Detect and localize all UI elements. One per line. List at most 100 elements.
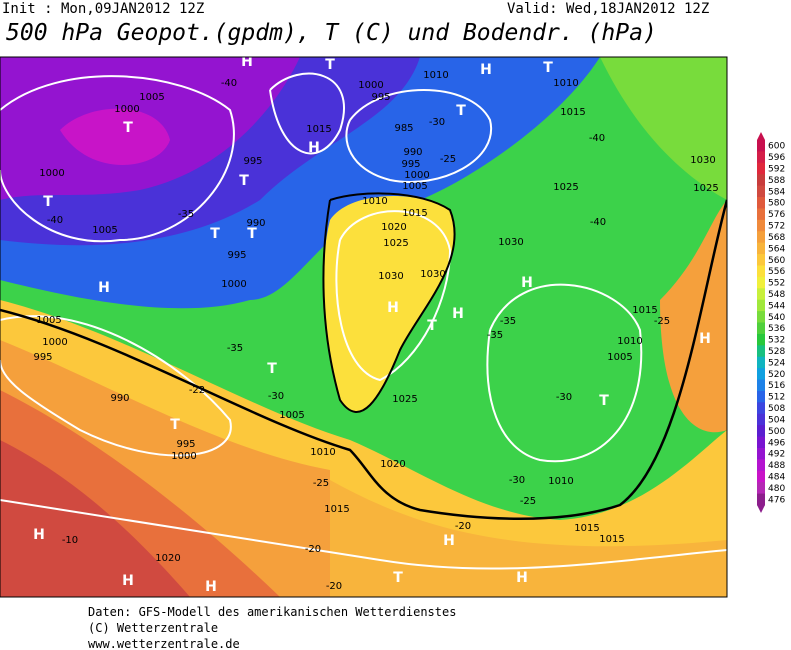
pressure-center: T	[456, 103, 466, 119]
colorbar-swatch	[757, 425, 765, 438]
colorbar-swatch	[757, 493, 765, 506]
pressure-center: T	[43, 194, 53, 210]
contour-label: 1010	[423, 70, 448, 81]
contour-label: -25	[654, 316, 670, 327]
pressure-center: H	[122, 573, 134, 589]
colorbar-swatch	[757, 197, 765, 209]
colorbar-tick-label: 492	[768, 450, 785, 460]
pressure-center: T	[599, 393, 609, 409]
contour-label: 995	[33, 352, 52, 363]
colorbar-swatch	[757, 151, 765, 164]
contour-label: 1015	[632, 305, 657, 316]
contour-label: 995	[227, 250, 246, 261]
contour-label: 1015	[574, 523, 599, 534]
colorbar-swatch	[757, 276, 765, 289]
contour-label: -40	[47, 215, 63, 226]
contour-label: 1010	[548, 476, 573, 487]
pressure-center: H	[205, 579, 217, 595]
contour-label: 1005	[139, 92, 164, 103]
colorbar-tick-label: 576	[768, 210, 785, 220]
contour-label: 1025	[392, 394, 417, 405]
pressure-center: T	[247, 226, 257, 242]
pressure-center: T	[543, 60, 553, 76]
colorbar-swatch	[757, 368, 765, 381]
colorbar-tick-label: 552	[768, 279, 785, 289]
colorbar-swatch	[757, 436, 765, 449]
contour-label: -30	[509, 475, 525, 486]
colorbar-tick-label: 504	[768, 415, 785, 425]
pressure-center: T	[325, 57, 335, 73]
pressure-center: H	[443, 533, 455, 549]
colorbar-swatch	[757, 299, 765, 312]
colorbar-tick-label: 480	[768, 484, 785, 494]
footer-line: (C) Wetterzentrale	[88, 621, 218, 635]
contour-label: 1000	[221, 279, 246, 290]
contour-label: -30	[556, 392, 572, 403]
contour-label: 1015	[324, 504, 349, 515]
colorbar-swatch	[757, 379, 765, 392]
pressure-center: T	[239, 173, 249, 189]
colorbar-tick-label: 488	[768, 461, 785, 471]
colorbar-swatch	[757, 482, 765, 495]
contour-label: -20	[305, 544, 321, 555]
pressure-center: H	[452, 306, 464, 322]
contour-label: 1025	[553, 182, 578, 193]
contour-label: -22	[189, 385, 205, 396]
contour-label: 1020	[155, 553, 180, 564]
colorbar-swatch	[757, 242, 765, 255]
contour-label: 1000	[404, 170, 429, 181]
colorbar-tick-label: 532	[768, 336, 785, 346]
colorbar-swatch	[757, 311, 765, 323]
pressure-center: T	[123, 120, 133, 136]
colorbar-swatch	[757, 162, 765, 175]
colorbar-tick-label: 564	[768, 244, 785, 254]
colorbar-tick-label: 508	[768, 404, 785, 414]
contour-label: 1005	[607, 352, 632, 363]
colorbar-tick-label: 500	[768, 427, 785, 437]
contour-label: 1020	[380, 459, 405, 470]
colorbar-tick-label: 520	[768, 370, 785, 380]
pressure-center: T	[267, 361, 277, 377]
colorbar-tick-label: 580	[768, 199, 785, 209]
contour-label: 1000	[171, 451, 196, 462]
contour-label: 1005	[36, 315, 61, 326]
contour-label: 1015	[306, 124, 331, 135]
contour-label: -20	[326, 581, 342, 592]
colorbar-tick-label: 544	[768, 301, 785, 311]
contour-label: -40	[221, 78, 237, 89]
contour-label: 985	[394, 123, 413, 134]
pressure-center: H	[98, 280, 110, 296]
colorbar-swatch	[757, 390, 765, 403]
contour-label: 1020	[381, 222, 406, 233]
contour-label: 990	[110, 393, 129, 404]
contour-label: 1030	[420, 269, 445, 280]
map-title: 500 hPa Geopot.(gpdm), T (C) und Bodendr…	[6, 20, 657, 46]
contour-label: -40	[589, 133, 605, 144]
pressure-center: H	[699, 331, 711, 347]
colorbar-tick-label: 540	[768, 313, 785, 323]
colorbar-swatch	[757, 402, 765, 415]
contour-label: -35	[227, 343, 243, 354]
colorbar-swatch	[757, 345, 765, 358]
colorbar-cap	[757, 132, 765, 140]
contour-label: 1005	[279, 410, 304, 421]
contour-label: -30	[429, 117, 445, 128]
init-time: Init : Mon,09JAN2012 12Z	[2, 1, 204, 17]
contour-label: 1005	[402, 181, 427, 192]
pressure-center: H	[308, 140, 320, 156]
colorbar-swatch	[757, 231, 765, 244]
contour-label: 1030	[690, 155, 715, 166]
contour-label: -25	[313, 478, 329, 489]
colorbar-tick-label: 584	[768, 187, 785, 197]
contour-label: 1030	[498, 237, 523, 248]
contour-label: 1015	[560, 107, 585, 118]
colorbar-swatch	[757, 333, 765, 346]
colorbar-swatch	[757, 470, 765, 483]
colorbar-tick-label: 524	[768, 358, 785, 368]
colorbar-swatch	[757, 208, 765, 221]
colorbar-swatch	[757, 185, 765, 198]
contour-label: 990	[246, 218, 265, 229]
pressure-center: T	[427, 318, 437, 334]
contour-label: 1025	[383, 238, 408, 249]
contour-label: 1000	[42, 337, 67, 348]
